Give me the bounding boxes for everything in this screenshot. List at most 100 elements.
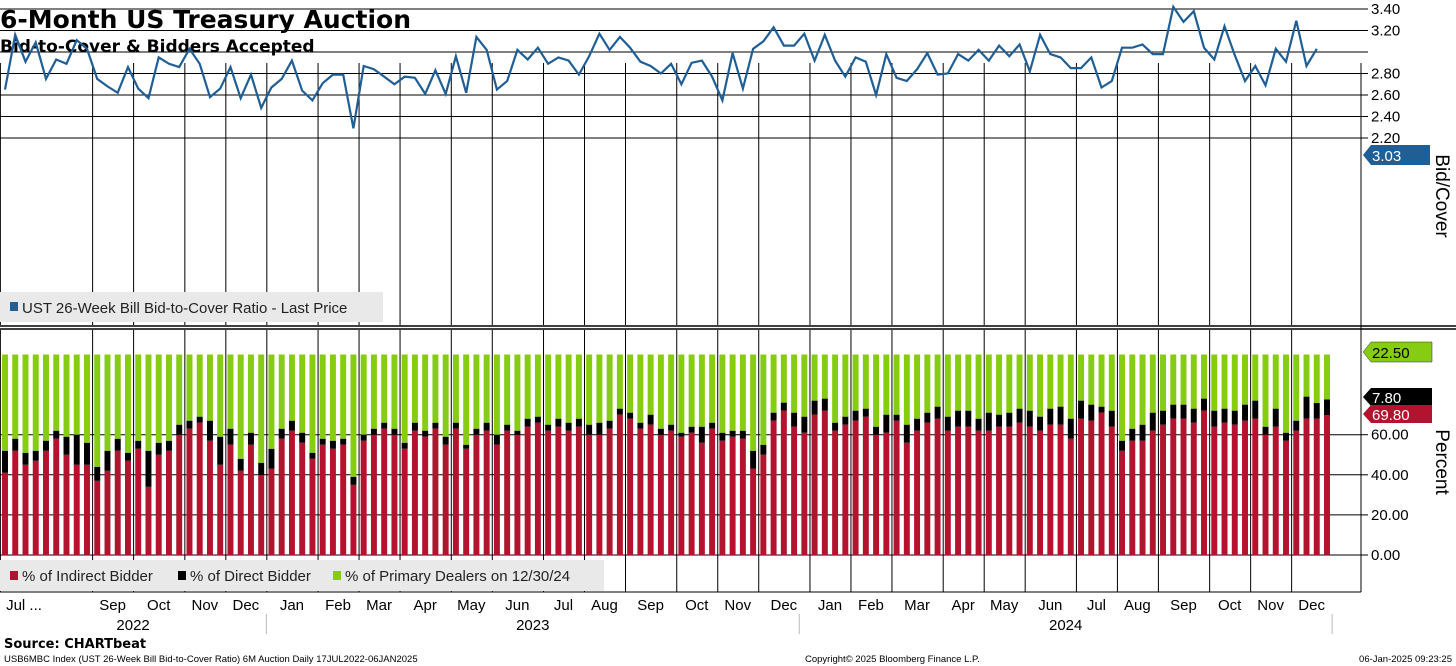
indirect-bar <box>1231 424 1238 555</box>
dealers-bar <box>985 354 992 413</box>
dealers-bar <box>657 354 664 429</box>
year-label: 2023 <box>516 617 549 634</box>
dealers-bar <box>770 354 777 413</box>
direct-bar <box>340 438 347 445</box>
direct-bar <box>278 428 285 439</box>
dealers-bar <box>176 354 183 425</box>
direct-bar <box>811 400 818 415</box>
dealers-bar <box>227 354 234 429</box>
direct-bar <box>606 420 613 429</box>
direct-bar <box>1067 418 1074 439</box>
bid-cover-tick-label: 2.80 <box>1371 66 1400 83</box>
indirect-bar <box>1026 426 1033 555</box>
direct-bar <box>801 416 808 433</box>
dealers-bar <box>1211 354 1218 411</box>
direct-bar <box>534 416 541 423</box>
direct-bar <box>493 434 500 445</box>
indirect-bar <box>1242 420 1248 555</box>
dealers-bar <box>1170 354 1177 405</box>
direct-bar <box>206 420 213 441</box>
dealers-bar <box>1190 354 1197 409</box>
dealers-bar <box>247 354 254 433</box>
indirect-bar <box>53 438 60 555</box>
dealers-bar <box>1088 354 1095 405</box>
dealers-bar <box>688 354 695 427</box>
indirect-bar <box>698 442 705 555</box>
dealers-bar <box>627 354 634 413</box>
dealers-legend-swatch <box>333 571 341 580</box>
month-label: Aug <box>591 597 618 614</box>
dealers-bar <box>473 354 480 429</box>
indirect-bar <box>1211 426 1218 555</box>
year-label: 2024 <box>1049 617 1082 634</box>
month-label: Dec <box>1298 597 1325 614</box>
indirect-bar <box>678 436 685 555</box>
dealers-bar <box>411 354 418 423</box>
indirect-bar <box>2 472 8 555</box>
indirect-last-badge: 69.80 <box>1363 405 1432 424</box>
direct-bar <box>668 424 675 431</box>
dealers-bar <box>442 354 449 437</box>
direct-bar <box>688 426 695 433</box>
direct-bar <box>883 414 890 433</box>
direct-bar <box>914 418 921 431</box>
direct-bar <box>217 436 224 465</box>
indirect-bar <box>463 448 470 555</box>
direct-bar <box>1313 403 1320 419</box>
indirect-bar <box>135 448 142 555</box>
dealers-bar <box>914 354 921 419</box>
indirect-bar <box>422 436 429 555</box>
dealers-bar <box>575 354 582 419</box>
month-label: Oct <box>147 597 171 614</box>
dealers-bar <box>996 354 1003 415</box>
indirect-bar <box>319 444 326 555</box>
dealers-bar <box>135 354 142 441</box>
direct-bar <box>698 426 705 443</box>
dealers-bar <box>155 354 162 443</box>
dealers-bar <box>616 354 623 409</box>
dealers-bar <box>668 354 675 425</box>
direct-bar <box>955 410 962 427</box>
dealers-bar <box>903 354 910 425</box>
month-label: May <box>990 597 1019 614</box>
direct-bar <box>53 430 60 439</box>
dealers-bar <box>514 354 521 431</box>
indirect-bar <box>739 438 746 555</box>
indirect-bar <box>1221 422 1228 555</box>
indirect-bar <box>94 480 101 555</box>
direct-bar <box>452 422 459 429</box>
dealers-bar <box>340 354 347 439</box>
indirect-bar <box>237 470 244 555</box>
dealers-bar <box>278 354 285 429</box>
direct-bar <box>1180 404 1187 419</box>
indirect-bar <box>852 420 859 555</box>
dealers-bar <box>832 354 839 423</box>
dealers-bar <box>288 354 295 421</box>
direct-bar <box>360 434 367 441</box>
percent-tick-label: 20.00 <box>1371 507 1409 524</box>
indirect-bar <box>186 428 193 555</box>
direct-bar <box>1098 406 1105 413</box>
indirect-bar <box>811 414 818 555</box>
bid-cover-tick-label: 2.60 <box>1371 87 1400 104</box>
direct-bar <box>309 452 316 459</box>
indirect-bar <box>1190 422 1197 555</box>
indirect-bar <box>247 444 254 555</box>
direct-bar <box>1170 404 1177 419</box>
direct-bar <box>1088 404 1095 421</box>
direct-bar <box>1201 398 1207 411</box>
month-label: Nov <box>191 597 218 614</box>
dealers-bar <box>504 354 511 425</box>
indirect-bar <box>1047 424 1054 555</box>
dealers-bar <box>125 354 131 453</box>
percent-tick-label: 40.00 <box>1371 467 1409 484</box>
month-label: Jun <box>505 597 529 614</box>
indirect-bar <box>709 428 716 555</box>
indirect-bar <box>637 428 644 555</box>
month-label: Oct <box>685 597 709 614</box>
indirect-bar <box>1313 418 1320 555</box>
month-label: Jun <box>1038 597 1062 614</box>
direct-bar <box>944 416 951 431</box>
dealers-bar <box>1252 354 1259 401</box>
indirect-bar <box>125 460 131 555</box>
